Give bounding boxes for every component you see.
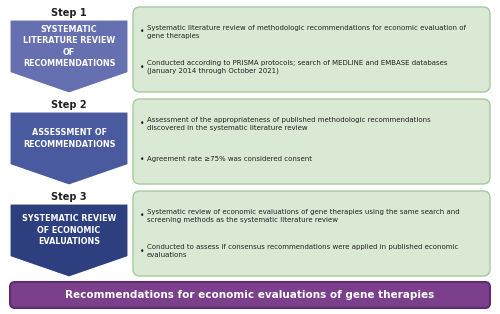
Text: •: •	[140, 119, 144, 128]
FancyBboxPatch shape	[10, 282, 490, 308]
Text: Conducted to assess if consensus recommendations were applied in published econo: Conducted to assess if consensus recomme…	[147, 244, 458, 258]
Text: Systematic review of economic evaluations of gene therapies using the same searc: Systematic review of economic evaluation…	[147, 209, 460, 223]
Text: •: •	[140, 63, 144, 72]
Text: •: •	[140, 27, 144, 36]
FancyBboxPatch shape	[133, 99, 490, 184]
Text: •: •	[140, 155, 144, 164]
Polygon shape	[10, 204, 128, 277]
Text: SYSTEMATIC
LITERATURE REVIEW
OF
RECOMMENDATIONS: SYSTEMATIC LITERATURE REVIEW OF RECOMMEN…	[23, 24, 115, 68]
Text: •: •	[140, 247, 144, 256]
Polygon shape	[10, 20, 128, 93]
Text: Recommendations for economic evaluations of gene therapies: Recommendations for economic evaluations…	[66, 290, 434, 300]
Text: Assessment of the appropriateness of published methodologic recommendations
disc: Assessment of the appropriateness of pub…	[147, 117, 431, 131]
Text: Step 1: Step 1	[51, 8, 87, 18]
FancyBboxPatch shape	[133, 7, 490, 92]
Text: Systematic literature review of methodologic recommendations for economic evalua: Systematic literature review of methodol…	[147, 25, 466, 39]
Text: Agreement rate ≥75% was considered consent: Agreement rate ≥75% was considered conse…	[147, 156, 312, 162]
Polygon shape	[10, 112, 128, 185]
Text: Step 3: Step 3	[51, 192, 87, 202]
Text: •: •	[140, 211, 144, 220]
Text: SYSTEMATIC REVIEW
OF ECONOMIC
EVALUATIONS: SYSTEMATIC REVIEW OF ECONOMIC EVALUATION…	[22, 214, 116, 246]
Text: ASSESSMENT OF
RECOMMENDATIONS: ASSESSMENT OF RECOMMENDATIONS	[23, 128, 115, 149]
Text: Step 2: Step 2	[51, 100, 87, 110]
FancyBboxPatch shape	[133, 191, 490, 276]
Text: Conducted according to PRISMA protocols; search of MEDLINE and EMBASE databases
: Conducted according to PRISMA protocols;…	[147, 60, 448, 74]
